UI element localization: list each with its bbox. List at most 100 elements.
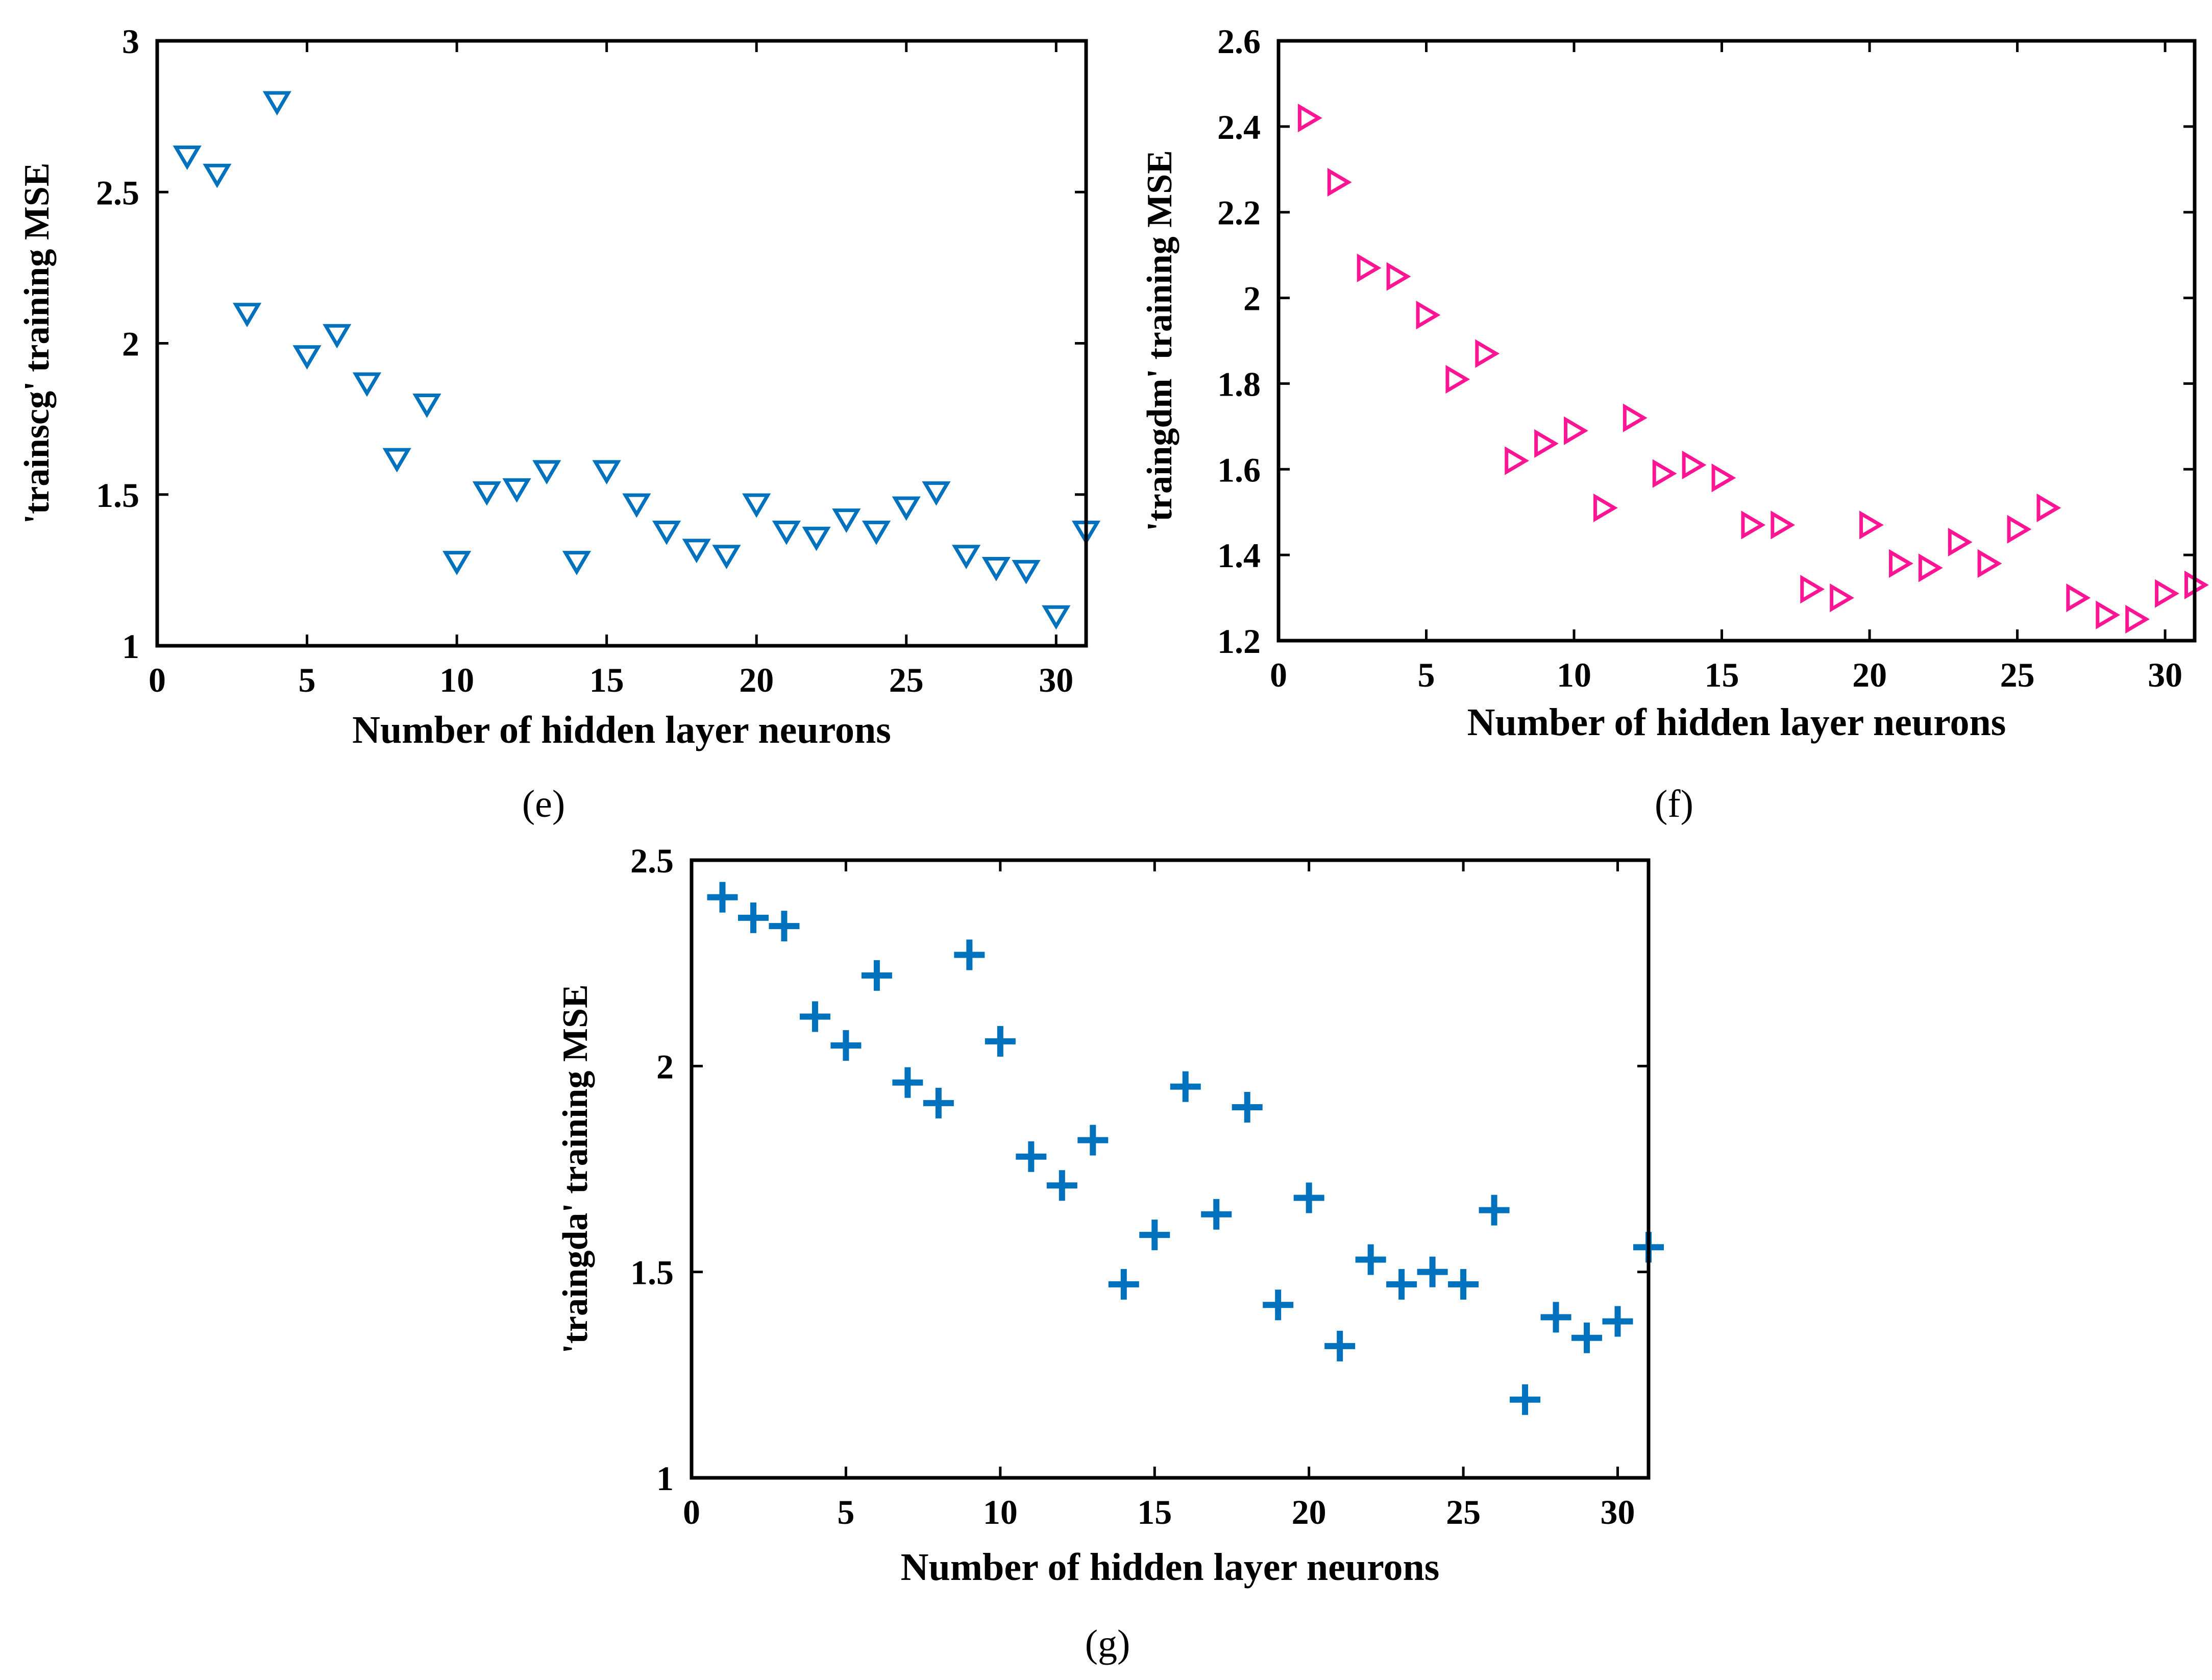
panel-f-markers bbox=[1297, 103, 2209, 634]
panel-f-data-point bbox=[1800, 575, 1825, 604]
panel-e-data-point bbox=[622, 493, 651, 518]
panel-f-data-point bbox=[1741, 510, 1766, 540]
panel-e-x-tick-label: 25 bbox=[889, 661, 924, 699]
panel-g-data-point bbox=[985, 1026, 1016, 1057]
panel-g-data-point bbox=[1016, 1141, 1047, 1172]
panel-f-data-point bbox=[2036, 493, 2061, 522]
panel-e-x-tick-label: 15 bbox=[589, 661, 624, 699]
panel-f-y-tick-label: 2.6 bbox=[1217, 22, 1261, 61]
panel-g-data-point bbox=[1324, 1330, 1356, 1361]
panel-g-data-point bbox=[1046, 1170, 1077, 1201]
panel-f-data-point bbox=[1948, 527, 1973, 557]
panel-e-data-point bbox=[952, 545, 981, 570]
panel-f-data-point bbox=[1711, 463, 1736, 493]
panel-f-data-point bbox=[1386, 262, 1411, 291]
panel-e-chart: 0 5 10 15 20 25 30 1 1.5 2 2.5 3 Number of hidden l… bbox=[17, 22, 1101, 825]
panel-g-data-point bbox=[1108, 1269, 1139, 1300]
panel-f-x-tick-label: 0 bbox=[1270, 655, 1287, 694]
panel-f-data-point bbox=[1859, 510, 1884, 540]
panel-f-data-point bbox=[1416, 301, 1441, 330]
panel-e-data-point bbox=[832, 508, 861, 533]
panel-g-data-point bbox=[1479, 1195, 1510, 1226]
panel-f-data-point bbox=[1771, 510, 1796, 540]
panel-e-data-point bbox=[292, 345, 322, 370]
panel-f-data-point bbox=[1888, 549, 1913, 578]
panel-e-data-point bbox=[233, 303, 262, 328]
panel-g-data-point bbox=[1263, 1289, 1294, 1321]
panel-f-data-point bbox=[2007, 515, 2032, 544]
panel-e-axes-frame bbox=[155, 39, 1088, 648]
panel-g-data-point bbox=[1602, 1306, 1633, 1337]
panel-g-data-point bbox=[1170, 1071, 1201, 1102]
panel-e-data-point bbox=[382, 448, 411, 473]
panel-e-data-point bbox=[772, 520, 801, 545]
panel-g-data-point bbox=[1571, 1322, 1603, 1353]
panel-e-y-tick-label: 3 bbox=[122, 22, 139, 61]
panel-f-data-point bbox=[1357, 253, 1382, 282]
panel-e-x-tick-label: 30 bbox=[1039, 661, 1073, 699]
panel-f-y-tick-label: 2.2 bbox=[1217, 193, 1261, 232]
panel-e-data-point bbox=[592, 460, 621, 485]
panel-g-data-point bbox=[1417, 1256, 1448, 1287]
panel-f-x-tick-label: 25 bbox=[2000, 655, 2035, 694]
panel-e-data-point bbox=[802, 526, 831, 551]
panel-g-data-point bbox=[1077, 1125, 1109, 1156]
panel-f-caption-label: (f) bbox=[1655, 783, 1693, 825]
panel-e-data-point bbox=[323, 324, 352, 349]
panel-f-y-tick-label: 1.8 bbox=[1217, 364, 1261, 403]
panel-g-data-point bbox=[1232, 1092, 1263, 1123]
panel-g-y-tick-label: 2 bbox=[656, 1047, 674, 1086]
panel-e-x-tick-label: 20 bbox=[739, 661, 774, 699]
panel-g-data-point bbox=[799, 1001, 830, 1032]
panel-f-data-point bbox=[2125, 604, 2150, 634]
panel-f-y-tick-label: 2.4 bbox=[1217, 108, 1261, 147]
panel-e-markers bbox=[173, 91, 1101, 630]
panel-e-data-point bbox=[203, 163, 232, 188]
panel-e-data-point bbox=[862, 520, 891, 545]
panel-g-data-point bbox=[923, 1087, 954, 1118]
panel-f-x-tick-label: 20 bbox=[1852, 655, 1887, 694]
panel-e-y-tick-label: 2 bbox=[122, 325, 139, 363]
panel-e-caption-label: (e) bbox=[522, 783, 565, 825]
panel-e-data-point bbox=[892, 496, 921, 521]
panel-f-data-point bbox=[1327, 167, 1352, 197]
panel-e-data-point bbox=[712, 545, 741, 570]
panel-g-x-tick-label: 30 bbox=[1601, 1493, 1635, 1531]
panel-g-y-tick-label: 2.5 bbox=[630, 841, 674, 880]
panel-g-data-point bbox=[861, 960, 892, 991]
panel-f-data-point bbox=[1652, 459, 1677, 488]
panel-g-markers bbox=[707, 882, 1664, 1415]
panel-g-x-tick-label: 15 bbox=[1137, 1493, 1172, 1531]
panel-f-data-point bbox=[1445, 364, 1470, 394]
panel-f-data-point bbox=[1564, 416, 1588, 445]
panel-e-data-point bbox=[562, 551, 592, 575]
panel-e-data-point bbox=[1042, 605, 1071, 630]
panel-g-data-point bbox=[892, 1067, 923, 1098]
panel-f-x-tick-label: 5 bbox=[1418, 655, 1435, 694]
panel-f-data-point bbox=[1830, 583, 1854, 613]
panel-e-x-axis-label: Number of hidden layer neurons bbox=[352, 709, 891, 751]
panel-e-data-point bbox=[442, 551, 472, 575]
panel-g-data-point bbox=[1293, 1182, 1324, 1213]
panel-e-data-point bbox=[922, 481, 951, 506]
panel-f-data-point bbox=[2155, 579, 2179, 608]
panel-f-data-point bbox=[1297, 103, 1322, 133]
panel-f-y-tick-label: 1.6 bbox=[1217, 450, 1261, 489]
panel-f-data-point bbox=[1977, 549, 2002, 578]
panel-e-data-point bbox=[352, 372, 382, 397]
panel-g-ticks: 0 5 10 15 20 25 30 1 1.5 2 2.5 bbox=[630, 841, 1649, 1531]
panel-e-y-tick-label: 2.5 bbox=[96, 173, 139, 212]
panel-g-y-axis-label: 'traingda' training MSE bbox=[556, 984, 595, 1353]
panel-e-x-tick-label: 0 bbox=[149, 661, 166, 699]
panel-f-axes-frame bbox=[1276, 39, 2197, 643]
panel-e-y-tick-label: 1.5 bbox=[96, 476, 139, 515]
panel-f-y-tick-label: 1.4 bbox=[1217, 536, 1261, 575]
panel-e-x-tick-label: 5 bbox=[299, 661, 316, 699]
panel-g-data-point bbox=[1139, 1220, 1170, 1251]
panel-e-ticks: 0 5 10 15 20 25 30 1 1.5 2 2.5 3 bbox=[96, 22, 1086, 699]
panel-f-x-tick-label: 10 bbox=[1557, 655, 1591, 694]
panel-g-x-tick-label: 25 bbox=[1446, 1493, 1481, 1531]
panel-f-data-point bbox=[1623, 403, 1648, 432]
panel-g-data-point bbox=[1355, 1244, 1386, 1275]
